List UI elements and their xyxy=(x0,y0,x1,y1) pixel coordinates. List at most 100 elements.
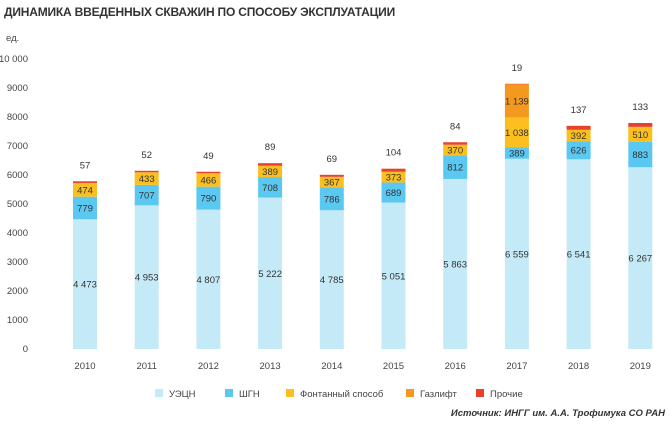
bar-segment xyxy=(73,196,97,220)
bar-segment xyxy=(319,187,344,211)
data-label: 466 xyxy=(200,175,216,186)
bar-segment xyxy=(443,155,468,179)
legend-swatch xyxy=(406,389,414,397)
bar-segment xyxy=(134,205,159,349)
data-label: 708 xyxy=(262,183,278,194)
y-axis-ticks: 0 1000 2000 3000 4000 5000 6000 7000 8000 9000 10 … xyxy=(0,54,28,355)
total-top-label: 84 xyxy=(450,121,461,132)
bar-segment xyxy=(258,165,283,178)
data-label: 6 559 xyxy=(505,249,529,260)
bar-segment xyxy=(381,168,406,172)
total-top-label: 49 xyxy=(203,151,214,162)
data-label: 389 xyxy=(509,149,525,160)
source-note: Источник: ИНГГ им. А.А. Трофимука СО РАН xyxy=(450,408,665,419)
bar-segment xyxy=(566,159,591,349)
y-tick-label: 5000 xyxy=(7,199,28,210)
legend-swatch xyxy=(476,389,484,397)
bar-segment xyxy=(73,181,97,183)
bar-segment xyxy=(134,172,159,185)
bar-segment xyxy=(504,147,529,159)
x-tick-label: 2017 xyxy=(506,361,527,372)
y-tick-label: 9000 xyxy=(7,83,28,94)
data-label: 883 xyxy=(632,150,648,161)
total-top-label: 133 xyxy=(632,102,648,113)
bar-segment xyxy=(134,184,159,206)
bar-segment xyxy=(258,163,283,166)
data-label: 5 863 xyxy=(443,259,467,270)
bar-segment xyxy=(566,141,591,160)
data-label: 5 222 xyxy=(258,269,282,280)
total-top-label: 52 xyxy=(141,150,152,161)
data-label: 433 xyxy=(139,174,155,185)
bar-segment xyxy=(628,167,653,349)
legend-swatch xyxy=(155,389,163,397)
bar-segment xyxy=(319,174,344,177)
data-label: 5 051 xyxy=(382,271,406,282)
bar-segment xyxy=(134,170,159,173)
bar-segment xyxy=(381,202,406,349)
legend-swatch xyxy=(225,389,233,397)
data-label: 370 xyxy=(447,146,463,157)
data-label: 812 xyxy=(447,163,463,174)
total-top-label: 19 xyxy=(512,63,523,74)
data-label: 1 139 xyxy=(505,96,529,107)
bar-segment xyxy=(381,182,406,203)
data-label: 367 xyxy=(324,178,340,189)
bar-segment xyxy=(566,129,591,142)
legend-label: УЭЦН xyxy=(169,389,196,400)
bar-segment xyxy=(628,141,653,168)
data-label: 707 xyxy=(139,191,155,202)
y-tick-label: 0 xyxy=(23,344,28,355)
bar-segment xyxy=(443,142,468,145)
bar-segment xyxy=(258,177,283,198)
data-label: 6 541 xyxy=(567,250,591,261)
chart-title: ДИНАМИКА ВВЕДЕННЫХ СКВАЖИН ПО СПОСОБУ ЭК… xyxy=(4,5,395,19)
bar-segment xyxy=(196,209,221,349)
bars: 4 473 779 474 57 4 953 707 433 52 4 807 790 466 49 5… xyxy=(73,63,653,349)
bar-segment xyxy=(504,117,529,148)
bar-segment xyxy=(73,219,97,349)
legend-label: Фонтанный способ xyxy=(300,389,384,400)
data-label: 779 xyxy=(77,203,93,214)
x-tick-label: 2012 xyxy=(198,361,219,372)
x-tick-label: 2019 xyxy=(630,361,651,372)
bar-segment xyxy=(443,144,468,156)
data-label: 4 785 xyxy=(320,275,344,286)
bar-segment xyxy=(381,171,406,183)
data-label: 626 xyxy=(571,146,587,157)
data-label: 389 xyxy=(262,167,278,178)
y-tick-label: 4000 xyxy=(7,228,28,239)
bar-segment xyxy=(566,125,591,130)
data-label: 790 xyxy=(200,194,216,205)
bar-segment xyxy=(196,173,221,187)
y-tick-label: 2000 xyxy=(7,286,28,297)
x-axis-ticks: 2010 2011 2012 2013 2014 2015 2016 2017 2018 2019 xyxy=(74,361,650,372)
total-top-label: 57 xyxy=(80,160,91,171)
legend-label: Газлифт xyxy=(420,389,457,400)
y-tick-label: 6000 xyxy=(7,170,28,181)
bar-segment xyxy=(628,123,653,127)
data-label: 689 xyxy=(386,188,402,199)
legend-label: Прочие xyxy=(490,389,523,400)
bar-segment xyxy=(319,176,344,188)
data-label: 4 953 xyxy=(135,273,159,284)
bar-segment xyxy=(504,84,529,118)
bar-segment xyxy=(628,126,653,142)
total-top-label: 89 xyxy=(265,142,276,153)
y-tick-label: 7000 xyxy=(7,141,28,152)
bar-segment xyxy=(504,83,529,85)
data-label: 4 807 xyxy=(197,275,221,286)
y-axis-label: ед. xyxy=(6,33,19,44)
data-label: 1 038 xyxy=(505,128,529,139)
x-tick-label: 2016 xyxy=(445,361,466,372)
x-tick-label: 2015 xyxy=(383,361,404,372)
y-tick-label: 3000 xyxy=(7,257,28,268)
data-label: 786 xyxy=(324,194,340,205)
y-tick-label: 10 000 xyxy=(0,54,28,65)
total-top-label: 104 xyxy=(386,148,402,159)
bar-segment xyxy=(319,210,344,349)
bar-segment xyxy=(443,178,468,349)
data-label: 474 xyxy=(77,185,93,196)
legend-label: ШГН xyxy=(239,389,260,400)
legend-swatch xyxy=(286,389,294,397)
